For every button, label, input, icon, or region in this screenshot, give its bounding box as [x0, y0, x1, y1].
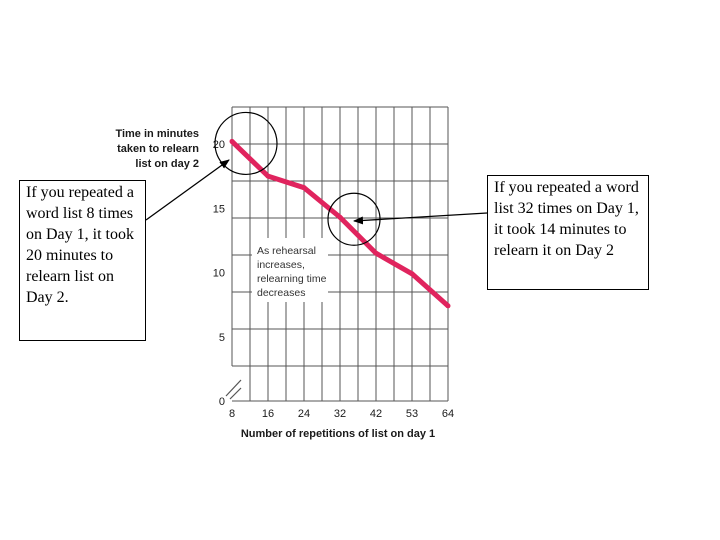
- data-point: [301, 185, 307, 191]
- x-tick-label: 8: [229, 408, 235, 420]
- y-tick-label: 15: [213, 203, 225, 215]
- annotation-line: relearning time: [257, 273, 327, 285]
- data-point: [265, 173, 271, 179]
- right-callout-box: If you repeated a word list 32 times on …: [487, 175, 649, 290]
- x-tick-label: 24: [298, 408, 310, 420]
- data-point: [229, 138, 235, 144]
- x-axis-label: Number of repetitions of list on day 1: [241, 428, 435, 440]
- y-axis-label-line: list on day 2: [135, 158, 199, 170]
- right-callout-arrow: [353, 212, 488, 225]
- x-tick-label: 32: [334, 408, 346, 420]
- data-point: [409, 271, 415, 277]
- data-point: [373, 250, 379, 256]
- annotation-line: increases,: [257, 259, 305, 271]
- highlight-circles: [214, 111, 381, 246]
- y-axis-label-line: Time in minutes: [115, 128, 199, 140]
- axis-break-mark: [225, 379, 242, 400]
- y-axis-label-line: taken to relearn: [117, 143, 199, 155]
- callout-arrows: [145, 159, 488, 225]
- highlight-circle: [214, 111, 278, 176]
- x-tick-label: 16: [262, 408, 274, 420]
- left-callout-box: If you repeated a word list 8 times on D…: [19, 180, 146, 341]
- y-tick-label: 10: [213, 268, 225, 280]
- y-tick-label: 0: [219, 396, 225, 408]
- left-callout-arrow: [145, 159, 230, 221]
- data-point: [445, 303, 451, 309]
- series-layer: [229, 138, 451, 309]
- data-point: [337, 214, 343, 220]
- y-tick-label: 5: [219, 332, 225, 344]
- annotation-background: [252, 238, 328, 302]
- annotation-line: As rehearsal: [257, 245, 316, 257]
- x-tick-label: 64: [442, 408, 454, 420]
- y-axis-label: Time in minutes taken to relearn list on d…: [115, 128, 199, 170]
- x-tick-label: 53: [406, 408, 418, 420]
- annotation-line: decreases: [257, 287, 305, 299]
- chart-annotation: As rehearsal increases, relearning time dec…: [252, 238, 328, 302]
- x-tick-label: 42: [370, 408, 382, 420]
- x-tick-labels: 8 16 24 32 42 53 64: [229, 408, 454, 420]
- highlight-circle: [327, 192, 381, 246]
